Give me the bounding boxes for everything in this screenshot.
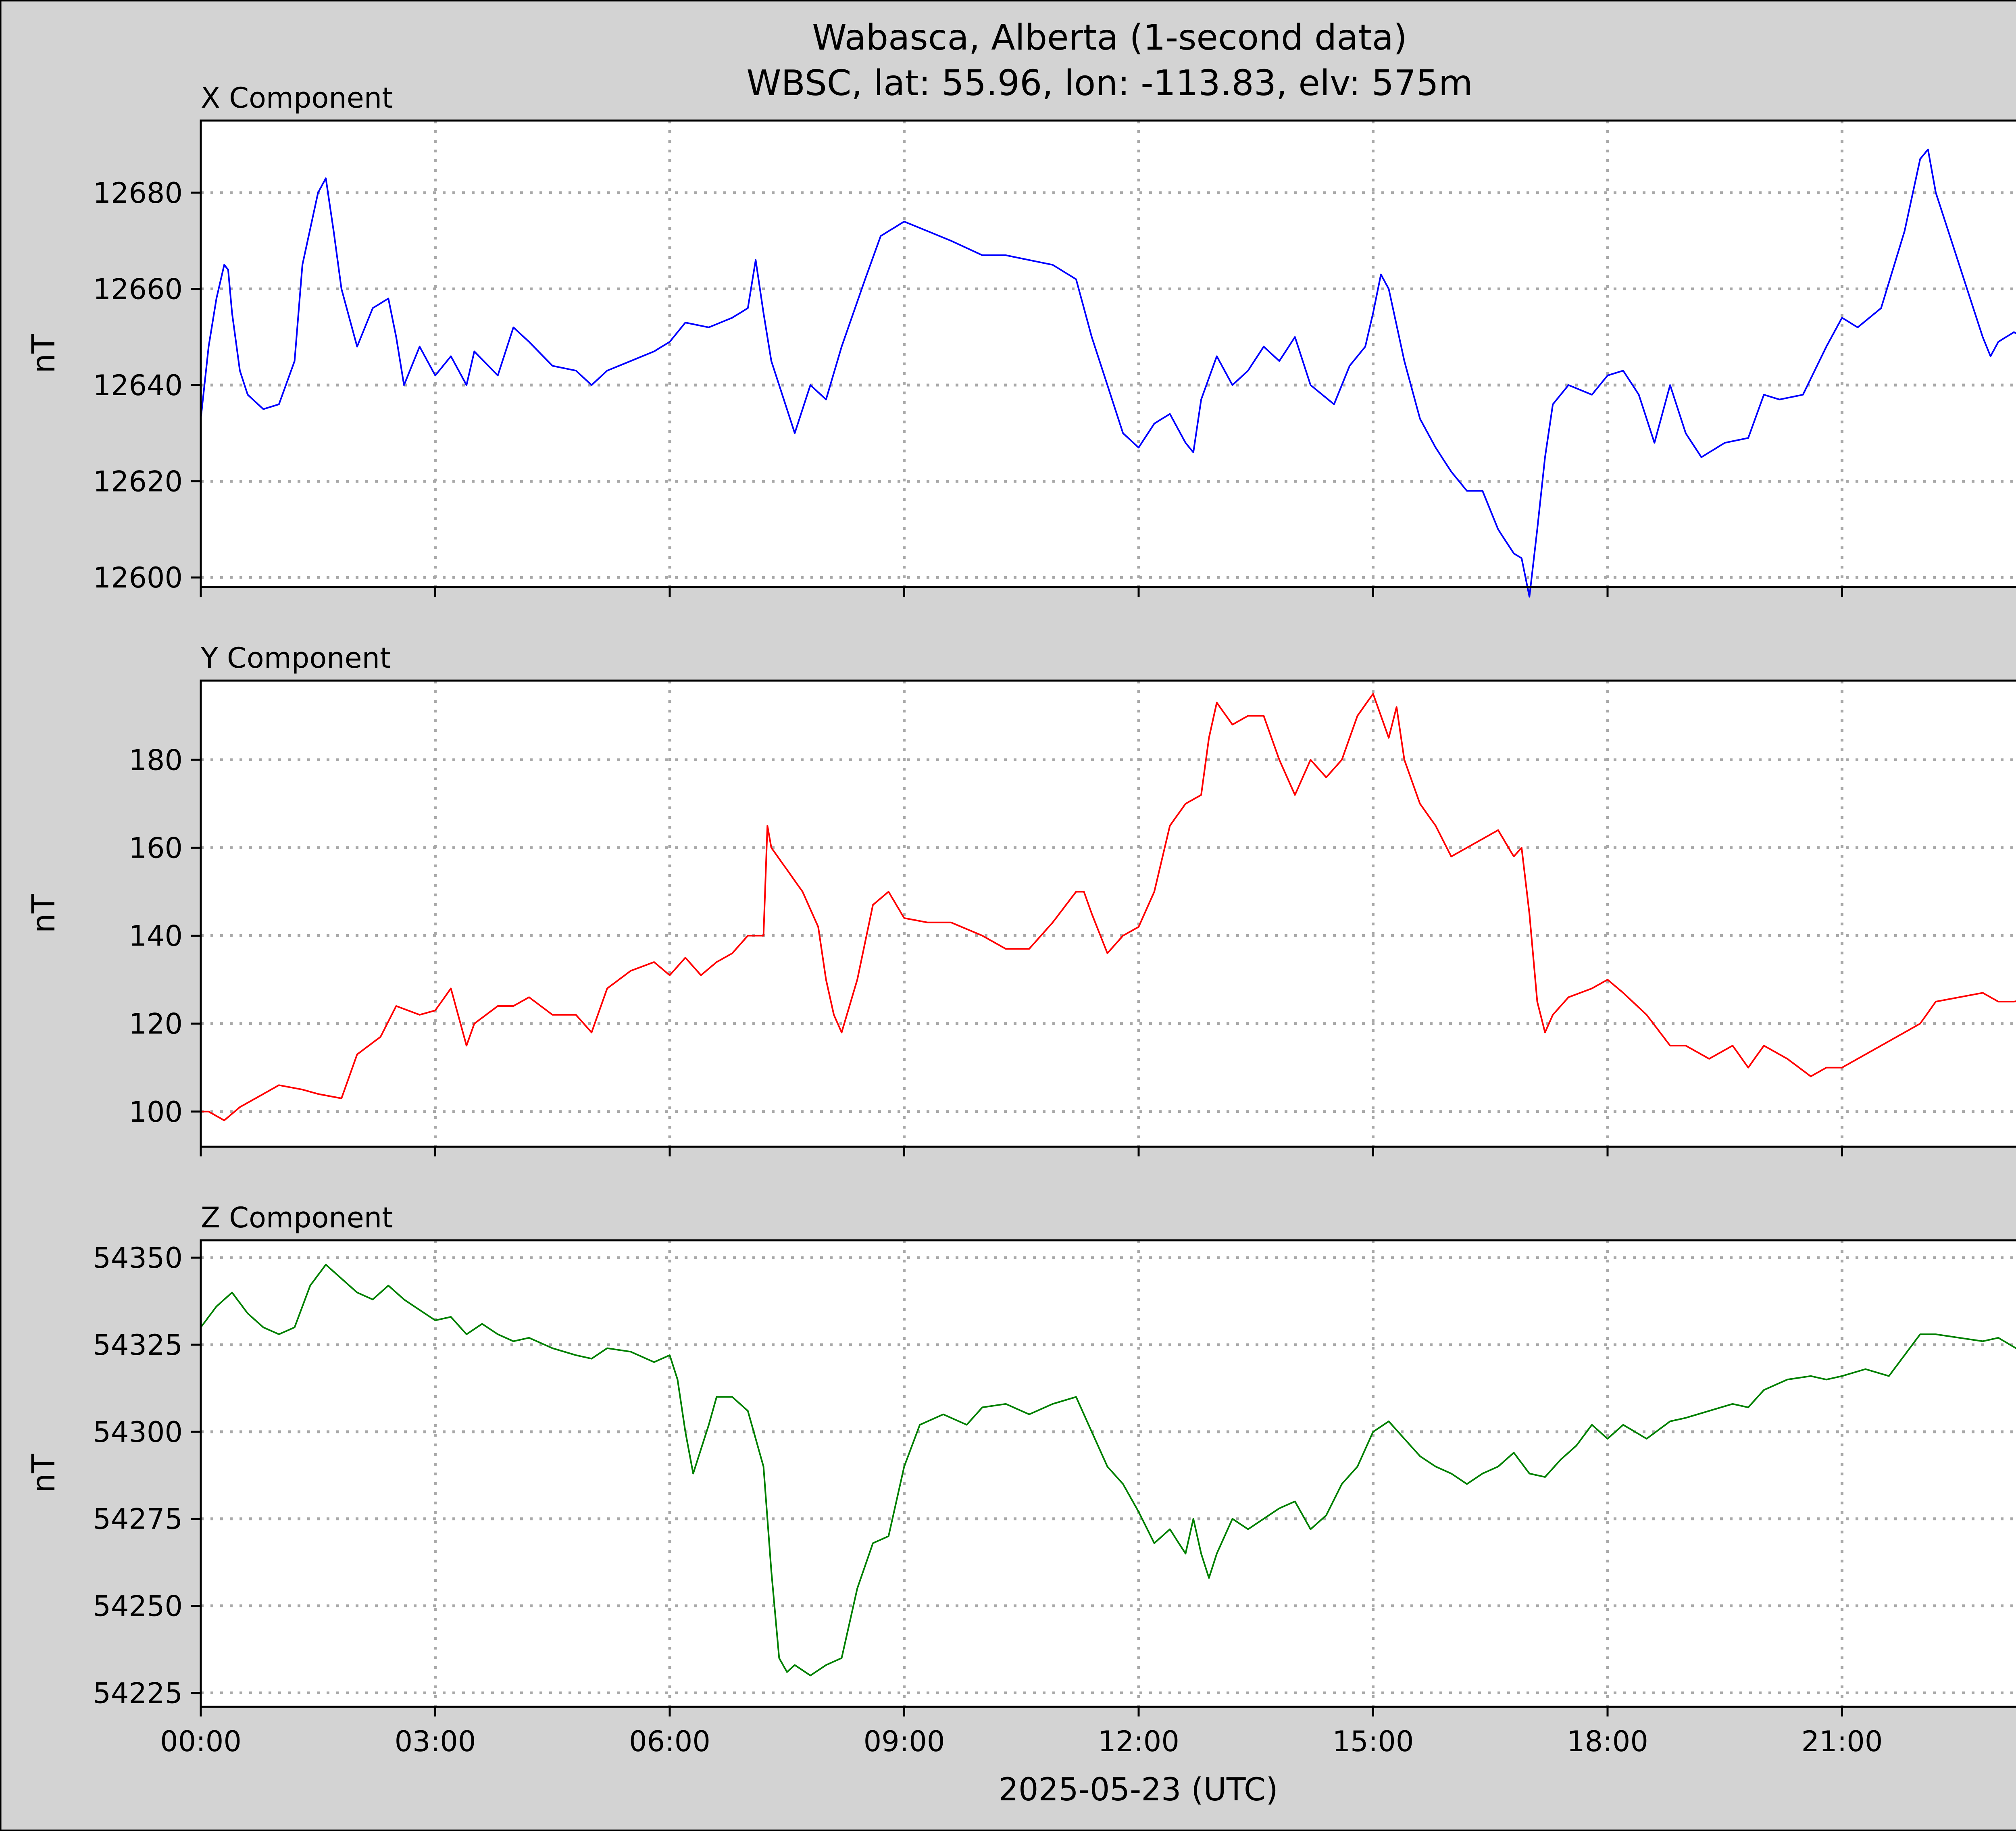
y-axis-label: nT [26, 1454, 62, 1493]
panel-1: 12600 12620 12640 12660 12680 X Component nT [26, 81, 2016, 598]
x-axis-label: 2025-05-23 (UTC) [998, 1772, 1278, 1808]
y-tick-label: 120 [129, 1008, 183, 1041]
data-series-line [201, 693, 2016, 1121]
panel-title: Z Component [201, 1201, 393, 1234]
figure-title-line1: Wabasca, Alberta (1-second data) [812, 17, 1407, 58]
x-tick-label: 15:00 [1333, 1725, 1414, 1758]
panel-2: 100 120 140 160 180 Y Component nT [26, 642, 2016, 1156]
x-tick-label: 09:00 [864, 1725, 945, 1758]
y-axis-label: nT [26, 894, 62, 933]
plot-frame [200, 119, 2016, 588]
y-tick-label: 12600 [93, 561, 183, 594]
panel-title: X Component [201, 81, 393, 115]
y-tick-label: 12660 [93, 273, 183, 306]
y-tick-label: 54225 [93, 1677, 183, 1710]
panel-3: 00:00 03:00 06:00 09:00 12:00 15:00 18:00 21:00… [26, 1201, 2016, 1758]
x-tick-label: 12:00 [1098, 1725, 1179, 1758]
data-series-line [200, 148, 2016, 598]
plot-area [201, 121, 2016, 587]
y-tick-label: 54275 [93, 1503, 183, 1536]
y-axis-label: nT [26, 334, 62, 373]
x-tick-label: 03:00 [395, 1725, 476, 1758]
y-tick-label: 100 [129, 1096, 183, 1129]
plot-area [201, 1240, 2016, 1707]
x-tick-label: 21:00 [1801, 1725, 1883, 1758]
x-tick-label: 06:00 [629, 1725, 710, 1758]
y-tick-label: 54325 [93, 1329, 183, 1362]
y-tick-label: 160 [129, 831, 183, 864]
y-tick-label: 54350 [93, 1241, 183, 1275]
x-tick-label: 00:00 [160, 1725, 242, 1758]
data-series-line [200, 1264, 2016, 1677]
y-tick-label: 12620 [93, 465, 183, 498]
y-tick-label: 140 [129, 920, 183, 953]
y-tick-label: 54250 [93, 1590, 183, 1623]
plot-frame [200, 679, 2016, 1148]
y-tick-label: 54300 [93, 1416, 183, 1449]
panel-title: Y Component [200, 642, 391, 675]
plot-area [201, 681, 2016, 1147]
y-tick-label: 12640 [93, 369, 183, 402]
figure-title-line2: WBSC, lat: 55.96, lon: -113.83, elv: 575… [746, 62, 1472, 104]
x-tick-label: 18:00 [1567, 1725, 1648, 1758]
y-tick-label: 180 [129, 744, 183, 777]
y-tick-label: 12680 [93, 177, 183, 210]
plot-frame [200, 1239, 2016, 1708]
